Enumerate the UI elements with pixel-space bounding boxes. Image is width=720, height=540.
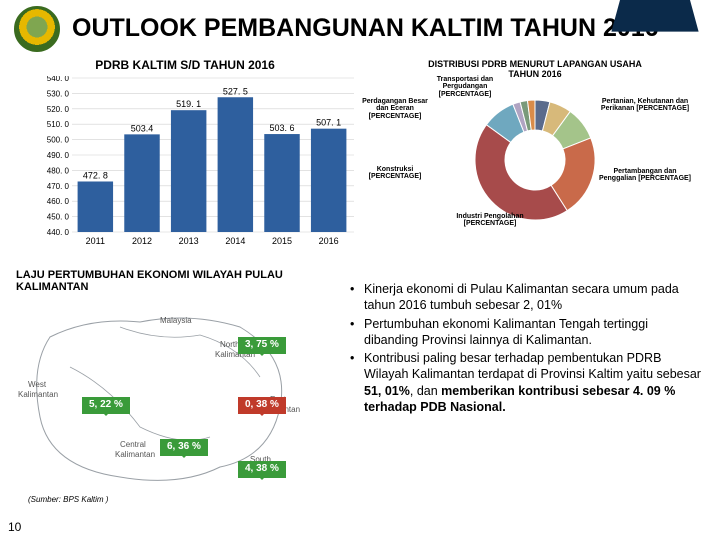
bar-chart-title: PDRB KALTIM S/D TAHUN 2016 [10, 58, 360, 72]
svg-text:500. 0: 500. 0 [47, 136, 70, 145]
svg-text:Kalimantan: Kalimantan [18, 390, 58, 399]
growth-callout: 5, 22 % [82, 397, 130, 414]
bar [218, 97, 253, 232]
donut-slice-label: Industri Pengolahan [PERCENTAGE] [450, 213, 530, 228]
pdrb-bar-chart: PDRB KALTIM S/D TAHUN 2016 440. 0 450. 0 4… [10, 58, 360, 263]
header-tab [611, 0, 698, 32]
svg-text:520. 0: 520. 0 [47, 105, 70, 114]
donut-slice-label: Pertanian, Kehutanan dan Perikanan [PERC… [595, 98, 695, 113]
svg-text:490. 0: 490. 0 [47, 151, 70, 160]
summary-bullet: Pertumbuhan ekonomi Kalimantan Tengah te… [350, 316, 704, 349]
svg-text:472. 8: 472. 8 [83, 170, 108, 180]
donut-slice-label: Pertambangan dan Penggalian [PERCENTAGE] [595, 168, 695, 183]
province-logo-icon [14, 6, 60, 52]
growth-callout: 6, 36 % [160, 439, 208, 456]
svg-text:503. 6: 503. 6 [269, 123, 294, 133]
svg-text:519. 1: 519. 1 [176, 99, 201, 109]
donut-slice-label: Konstruksi [PERCENTAGE] [360, 166, 430, 181]
growth-callout: 3, 75 % [238, 337, 286, 354]
svg-text:2012: 2012 [132, 236, 152, 246]
donut-slice-label: Perdagangan Besar dan Eceran [PERCENTAGE… [355, 98, 435, 120]
map-source: (Sumber: BPS Kaltim ) [28, 495, 108, 504]
svg-text:507. 1: 507. 1 [316, 118, 341, 128]
svg-text:West: West [28, 380, 47, 389]
svg-text:2011: 2011 [86, 236, 105, 246]
svg-text:2014: 2014 [225, 236, 245, 246]
page-title: OUTLOOK PEMBANGUNAN KALTIM TAHUN 2016 [72, 15, 659, 43]
donut-chart: DISTRIBUSI PDRB MENURUT LAPANGAN USAHA T… [360, 58, 710, 263]
svg-text:480. 0: 480. 0 [47, 166, 70, 175]
bar [171, 110, 206, 232]
growth-callout: 0, 38 % [238, 397, 286, 414]
svg-text:2013: 2013 [179, 236, 199, 246]
svg-text:440. 0: 440. 0 [47, 228, 70, 237]
summary-bullet: Kinerja ekonomi di Pulau Kalimantan seca… [350, 281, 704, 314]
svg-text:Malaysia: Malaysia [160, 316, 192, 325]
svg-text:Kalimantan: Kalimantan [115, 450, 155, 459]
bar [264, 134, 299, 232]
svg-text:2015: 2015 [272, 236, 292, 246]
svg-text:470. 0: 470. 0 [47, 182, 70, 191]
svg-text:Central: Central [120, 440, 146, 449]
svg-text:527. 5: 527. 5 [223, 86, 248, 96]
kalimantan-map: LAJU PERTUMBUHAN EKONOMI WILAYAH PULAU K… [10, 269, 340, 504]
svg-text:530. 0: 530. 0 [47, 89, 70, 98]
map-outline-icon: Malaysia North Kalimantan West Kalimanta… [10, 307, 340, 497]
svg-text:540. 0: 540. 0 [47, 76, 70, 83]
growth-callout: 4, 38 % [238, 461, 286, 478]
summary-bullet: Kontribusi paling besar terhadap pembent… [350, 350, 704, 415]
bar [124, 134, 159, 232]
map-title: LAJU PERTUMBUHAN EKONOMI WILAYAH PULAU K… [10, 269, 340, 295]
donut-slice [475, 125, 567, 220]
bar [311, 129, 346, 232]
svg-text:510. 0: 510. 0 [47, 120, 70, 129]
svg-text:North: North [220, 340, 240, 349]
svg-text:2016: 2016 [319, 236, 339, 246]
summary-bullets: Kinerja ekonomi di Pulau Kalimantan seca… [340, 269, 706, 504]
svg-text:503.4: 503.4 [131, 123, 154, 133]
bar [78, 181, 113, 232]
svg-text:450. 0: 450. 0 [47, 213, 70, 222]
donut-title-line2: TAHUN 2016 [360, 70, 710, 80]
donut-slice-label: Transportasi dan Pergudangan [PERCENTAGE… [420, 76, 510, 98]
page-number: 10 [8, 520, 21, 534]
svg-text:460. 0: 460. 0 [47, 197, 70, 206]
